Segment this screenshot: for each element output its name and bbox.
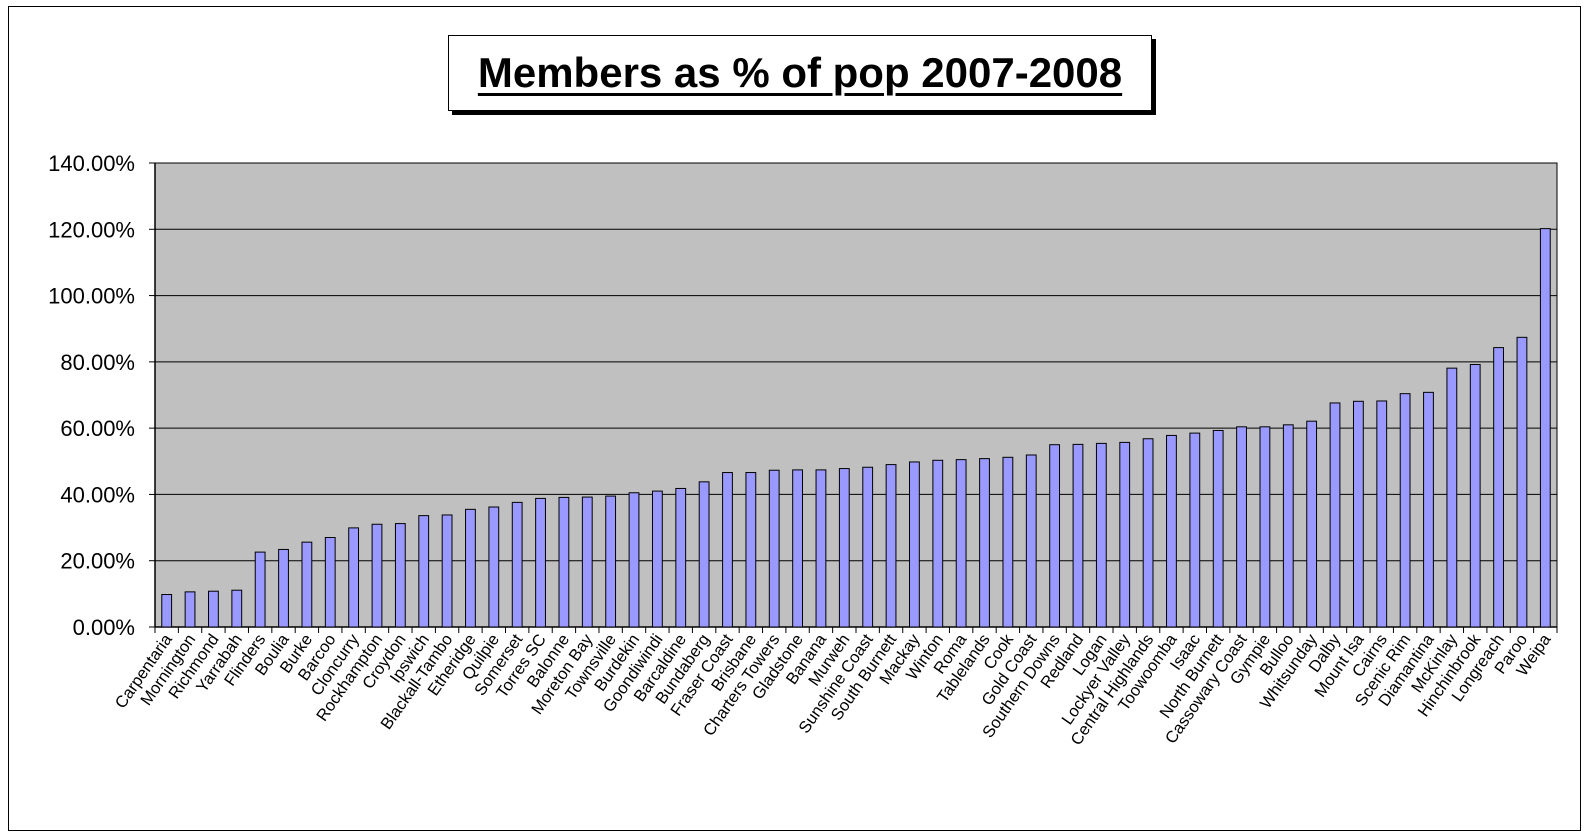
- bar: [1376, 400, 1388, 628]
- bar: [909, 461, 920, 628]
- bar: [768, 469, 780, 628]
- bar: [488, 506, 500, 628]
- bar: [605, 495, 617, 628]
- y-tick-label: 100.00%: [48, 284, 135, 309]
- bar: [348, 527, 360, 628]
- y-tick-label: 80.00%: [60, 350, 135, 375]
- bar: [1236, 426, 1247, 628]
- y-tick-label: 20.00%: [60, 549, 135, 574]
- bar: [1329, 402, 1341, 628]
- bar: [581, 496, 593, 628]
- bar: [441, 514, 453, 628]
- bar: [535, 497, 546, 628]
- y-tick-label: 60.00%: [60, 416, 135, 441]
- bar: [161, 594, 173, 628]
- bar: [1516, 336, 1528, 628]
- bar: [301, 541, 313, 628]
- bar: [1493, 347, 1504, 628]
- bar: [651, 490, 663, 628]
- bar: [1212, 429, 1224, 628]
- y-tick-label: 0.00%: [73, 615, 135, 640]
- bar: [1095, 442, 1107, 628]
- bar: [1072, 443, 1084, 628]
- bar: [792, 469, 803, 628]
- bar: [1282, 424, 1294, 628]
- bar: [1142, 438, 1154, 628]
- bar: [371, 523, 383, 628]
- y-tick-label: 140.00%: [48, 151, 135, 176]
- bar: [1025, 454, 1037, 628]
- bar: [278, 548, 289, 628]
- bar: [1166, 434, 1177, 628]
- bar: [394, 523, 406, 628]
- bar: [208, 590, 219, 628]
- bar: [1049, 444, 1061, 628]
- bar: [1446, 367, 1458, 628]
- bar: [184, 591, 196, 628]
- bar: [1119, 441, 1131, 628]
- bar: [979, 458, 990, 628]
- bar: [862, 466, 874, 628]
- bar: [955, 459, 967, 628]
- bar: [1399, 393, 1411, 628]
- y-tick-label: 120.00%: [48, 217, 135, 242]
- bar: [231, 589, 243, 628]
- bar: [1259, 426, 1271, 628]
- bar: [1306, 420, 1318, 628]
- bar: [1539, 228, 1551, 628]
- bar: [558, 496, 570, 628]
- bar: [885, 464, 897, 628]
- bar: [932, 459, 944, 628]
- bar: [1002, 456, 1014, 628]
- bar: [628, 492, 640, 628]
- bar: [698, 481, 710, 628]
- chart-title: Members as % of pop 2007-2008: [477, 49, 1123, 96]
- bar: [722, 472, 733, 628]
- bar: [838, 468, 850, 628]
- bar: [465, 508, 476, 628]
- bar: [511, 501, 523, 628]
- bar: [1469, 364, 1481, 628]
- bar: [1352, 400, 1364, 628]
- bar: [324, 537, 336, 628]
- bar: [1189, 432, 1201, 628]
- chart-title-box: Members as % of pop 2007-2008: [448, 35, 1152, 111]
- plot-area: [154, 162, 1558, 628]
- y-tick-label: 40.00%: [60, 482, 135, 507]
- bar: [815, 469, 827, 628]
- bar: [1423, 391, 1434, 628]
- bar: [675, 487, 687, 628]
- bar: [254, 551, 266, 628]
- bar: [418, 515, 430, 628]
- bar: [745, 472, 757, 628]
